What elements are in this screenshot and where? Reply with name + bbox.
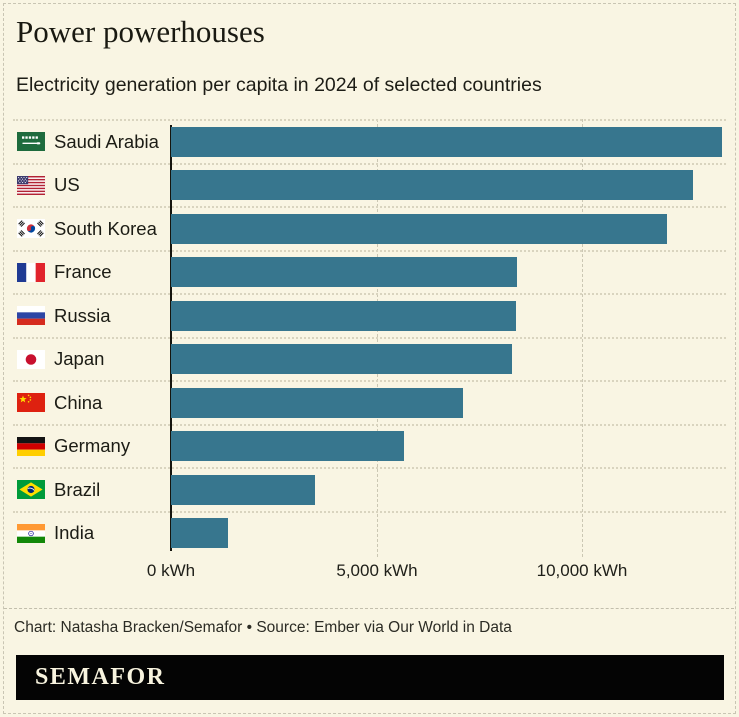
bar-track bbox=[171, 426, 726, 468]
country-label: Germany bbox=[54, 435, 131, 457]
flag-japan-icon bbox=[17, 349, 45, 369]
country-label: South Korea bbox=[54, 217, 157, 239]
row-label: China bbox=[13, 382, 171, 424]
row-label: Saudi Arabia bbox=[13, 121, 171, 163]
flag-russia-icon bbox=[17, 306, 45, 326]
chart-subtitle: Electricity generation per capita in 202… bbox=[16, 74, 542, 97]
bar-brazil bbox=[171, 474, 316, 505]
flag-china-icon bbox=[17, 393, 45, 413]
bar-saudi-arabia bbox=[171, 126, 723, 157]
flag-south-korea-icon bbox=[17, 219, 45, 239]
bar-russia bbox=[171, 300, 517, 331]
country-label: France bbox=[54, 261, 112, 283]
chart-row-brazil: Brazil bbox=[13, 467, 726, 511]
chart-header: Power powerhouses Electricity generation… bbox=[0, 0, 739, 97]
flag-brazil-icon bbox=[17, 480, 45, 500]
chart-row-saudi-arabia: Saudi Arabia bbox=[13, 119, 726, 163]
x-tick-0-kwh: 0 kWh bbox=[146, 561, 196, 580]
flag-france-icon bbox=[17, 262, 45, 282]
bar-us bbox=[171, 170, 694, 201]
country-label: Brazil bbox=[54, 478, 101, 500]
flag-us-icon bbox=[17, 175, 45, 195]
bar-chart: Saudi Arabia US South Korea France Russia Jap… bbox=[13, 119, 726, 585]
chart-row-france: France bbox=[13, 249, 726, 294]
bar-china bbox=[171, 387, 464, 418]
chart-row-japan: Japan bbox=[13, 336, 726, 381]
bar-india bbox=[171, 518, 229, 549]
flag-germany-icon bbox=[17, 436, 45, 456]
bar-track bbox=[171, 295, 726, 337]
chart-row-russia: Russia bbox=[13, 293, 726, 337]
flag-india-icon bbox=[17, 523, 45, 543]
row-label: Russia bbox=[13, 295, 171, 337]
chart-row-us: US bbox=[13, 162, 726, 207]
bar-track bbox=[171, 208, 726, 250]
chart-row-south-korea: South Korea bbox=[13, 206, 726, 250]
row-label: Brazil bbox=[13, 469, 171, 511]
bar-south-korea bbox=[171, 213, 667, 244]
footer-divider bbox=[4, 608, 734, 609]
country-label: Saudi Arabia bbox=[54, 130, 159, 152]
country-label: Japan bbox=[54, 348, 105, 370]
semafor-logo-wordmark: SEMAFOR bbox=[35, 664, 166, 690]
bar-track bbox=[171, 469, 726, 511]
bar-france bbox=[171, 257, 517, 288]
country-label: China bbox=[54, 391, 103, 413]
x-tick-10000-kwh: 10,000 kWh bbox=[536, 561, 628, 580]
bar-germany bbox=[171, 431, 405, 462]
bar-track bbox=[171, 121, 726, 163]
country-label: Russia bbox=[54, 304, 111, 326]
country-label: India bbox=[54, 522, 95, 544]
credit-line: Chart: Natasha Bracken/Semafor • Source:… bbox=[14, 619, 512, 636]
bar-track bbox=[171, 513, 726, 555]
row-label: South Korea bbox=[13, 208, 171, 250]
chart-row-india: India bbox=[13, 510, 726, 555]
row-label: France bbox=[13, 252, 171, 294]
row-label: US bbox=[13, 165, 171, 207]
bar-track bbox=[171, 382, 726, 424]
chart-row-china: China bbox=[13, 380, 726, 424]
x-axis-labels: 0 kWh 5,000 kWh 10,000 kWh bbox=[13, 559, 726, 585]
chart-row-germany: Germany bbox=[13, 423, 726, 468]
row-label: Japan bbox=[13, 339, 171, 381]
semafor-logo-bar: SEMAFOR bbox=[16, 655, 724, 700]
bar-track bbox=[171, 339, 726, 381]
chart-title: Power powerhouses bbox=[16, 14, 265, 49]
x-tick-5000-kwh: 5,000 kWh bbox=[336, 561, 418, 580]
bar-track bbox=[171, 252, 726, 294]
country-label: US bbox=[54, 174, 80, 196]
row-label: Germany bbox=[13, 426, 171, 468]
bar-track bbox=[171, 165, 726, 207]
row-label: India bbox=[13, 513, 171, 555]
bar-japan bbox=[171, 344, 513, 375]
chart-rows: Saudi Arabia US South Korea France Russia Jap… bbox=[13, 119, 726, 557]
flag-saudi-arabia-icon bbox=[17, 132, 45, 152]
